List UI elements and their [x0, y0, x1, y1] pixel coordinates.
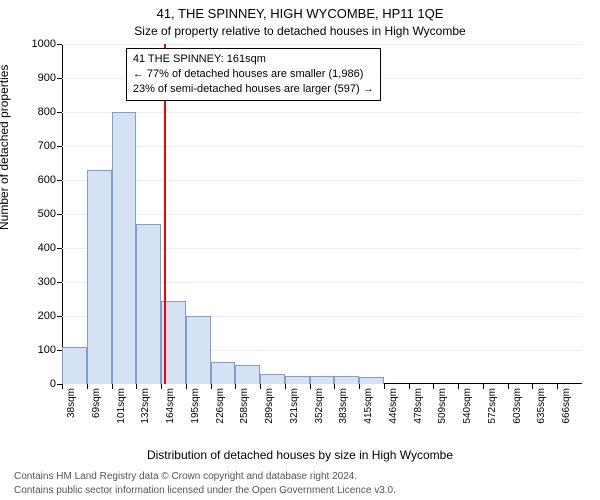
xtick-label: 289sqm: [264, 388, 275, 428]
ytick-mark: [57, 78, 62, 79]
xtick-mark: [334, 384, 335, 389]
xtick-mark: [211, 384, 212, 389]
y-axis-label: Number of detached properties: [0, 65, 11, 230]
histogram-bar: [62, 347, 87, 384]
xtick-mark: [87, 384, 88, 389]
ytick-mark: [57, 214, 62, 215]
histogram-bar: [334, 376, 359, 385]
xtick-mark: [161, 384, 162, 389]
ytick-label: 800: [16, 106, 56, 118]
gridline: [62, 146, 582, 147]
ytick-label: 200: [16, 310, 56, 322]
gridline: [62, 112, 582, 113]
xtick-label: 226sqm: [215, 388, 226, 428]
xtick-label: 446sqm: [388, 388, 399, 428]
ytick-mark: [57, 146, 62, 147]
xtick-label: 509sqm: [437, 388, 448, 428]
xtick-label: 603sqm: [512, 388, 523, 428]
xtick-mark: [62, 384, 63, 389]
ytick-label: 900: [16, 72, 56, 84]
histogram-bar: [112, 112, 137, 384]
xtick-mark: [136, 384, 137, 389]
ytick-label: 700: [16, 140, 56, 152]
histogram-bar: [235, 365, 260, 384]
xtick-mark: [409, 384, 410, 389]
xtick-mark: [458, 384, 459, 389]
xtick-label: 258sqm: [239, 388, 250, 428]
footer-line-2: Contains public sector information licen…: [14, 485, 396, 496]
ytick-label: 1000: [16, 38, 56, 50]
xtick-mark: [260, 384, 261, 389]
ytick-label: 100: [16, 344, 56, 356]
title-sub: Size of property relative to detached ho…: [0, 24, 600, 38]
ytick-mark: [57, 248, 62, 249]
xtick-label: 38sqm: [66, 388, 77, 428]
xtick-label: 572sqm: [487, 388, 498, 428]
xtick-label: 101sqm: [116, 388, 127, 428]
histogram-bar: [87, 170, 112, 384]
xtick-mark: [112, 384, 113, 389]
histogram-bar: [186, 316, 211, 384]
ytick-label: 500: [16, 208, 56, 220]
gridline: [62, 214, 582, 215]
gridline: [62, 44, 582, 45]
xtick-label: 383sqm: [338, 388, 349, 428]
ytick-label: 600: [16, 174, 56, 186]
ytick-mark: [57, 180, 62, 181]
chart-container: 41, THE SPINNEY, HIGH WYCOMBE, HP11 1QE …: [0, 0, 600, 500]
xtick-label: 666sqm: [561, 388, 572, 428]
xtick-label: 478sqm: [413, 388, 424, 428]
xtick-mark: [359, 384, 360, 389]
ytick-mark: [57, 282, 62, 283]
xtick-label: 352sqm: [314, 388, 325, 428]
xtick-mark: [235, 384, 236, 389]
xtick-label: 164sqm: [165, 388, 176, 428]
x-axis-label: Distribution of detached houses by size …: [0, 448, 600, 462]
ytick-mark: [57, 316, 62, 317]
xtick-mark: [186, 384, 187, 389]
xtick-label: 195sqm: [190, 388, 201, 428]
annot-line-3: 23% of semi-detached houses are larger (…: [133, 82, 374, 97]
xtick-label: 415sqm: [363, 388, 374, 428]
xtick-mark: [285, 384, 286, 389]
ytick-label: 400: [16, 242, 56, 254]
ytick-label: 0: [16, 378, 56, 390]
xtick-label: 635sqm: [536, 388, 547, 428]
xtick-mark: [310, 384, 311, 389]
annot-line-1: 41 THE SPINNEY: 161sqm: [133, 52, 374, 67]
ytick-label: 300: [16, 276, 56, 288]
histogram-bar: [310, 376, 335, 385]
histogram-bar: [260, 374, 285, 384]
xtick-label: 321sqm: [289, 388, 300, 428]
histogram-bar: [136, 224, 161, 384]
xtick-mark: [433, 384, 434, 389]
xtick-label: 132sqm: [140, 388, 151, 428]
annotation-box: 41 THE SPINNEY: 161sqm← 77% of detached …: [126, 48, 381, 101]
histogram-bar: [211, 362, 236, 384]
annot-line-2: ← 77% of detached houses are smaller (1,…: [133, 67, 374, 82]
xtick-mark: [532, 384, 533, 389]
histogram-bar: [359, 377, 384, 384]
plot-area: 0100200300400500600700800900100038sqm69s…: [62, 44, 582, 384]
xtick-label: 540sqm: [462, 388, 473, 428]
xtick-mark: [557, 384, 558, 389]
histogram-bar: [285, 376, 310, 385]
xtick-mark: [508, 384, 509, 389]
gridline: [62, 180, 582, 181]
ytick-mark: [57, 112, 62, 113]
xtick-label: 69sqm: [91, 388, 102, 428]
title-main: 41, THE SPINNEY, HIGH WYCOMBE, HP11 1QE: [0, 6, 600, 21]
footer-line-1: Contains HM Land Registry data © Crown c…: [14, 471, 357, 482]
xtick-mark: [483, 384, 484, 389]
ytick-mark: [57, 44, 62, 45]
xtick-mark: [384, 384, 385, 389]
